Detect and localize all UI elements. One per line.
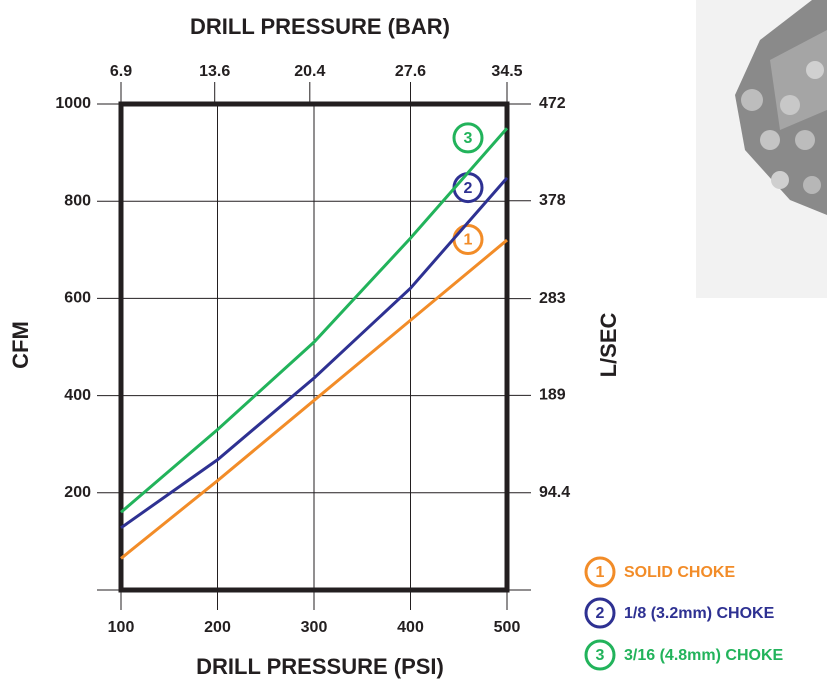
x-tick-label: 400 <box>397 619 424 636</box>
y2-tick-label: 472 <box>539 95 566 112</box>
x2-tick-label: 13.6 <box>199 63 230 80</box>
series-line <box>120 238 508 560</box>
legend-label: 3/16 (4.8mm) CHOKE <box>624 647 783 664</box>
series-line <box>120 176 509 530</box>
series-line <box>120 127 509 514</box>
y2-tick-label: 94.4 <box>539 484 570 501</box>
y2-tick-label: 189 <box>539 387 566 404</box>
legend-label: SOLID CHOKE <box>624 564 735 581</box>
y-tick-label: 800 <box>64 192 91 209</box>
curve-marker-label: 2 <box>464 180 473 197</box>
x2-tick-label: 34.5 <box>491 63 522 80</box>
legend-marker-label: 2 <box>596 605 605 622</box>
legend-label: 1/8 (3.2mm) CHOKE <box>624 605 775 622</box>
legend-marker-label: 3 <box>596 647 605 664</box>
y-tick-label: 400 <box>64 387 91 404</box>
x-tick-label: 200 <box>204 619 231 636</box>
curve-marker <box>452 122 484 154</box>
x-tick-label: 300 <box>301 619 328 636</box>
y-axis-title: CFM <box>8 321 33 369</box>
x-tick-label: 500 <box>494 619 521 636</box>
drill-bit-photo <box>696 0 827 298</box>
x2-tick-label: 20.4 <box>294 63 325 80</box>
y2-axis-title: L/SEC <box>596 313 621 378</box>
y2-tick-label: 283 <box>539 290 566 307</box>
x2-tick-label: 6.9 <box>110 63 132 80</box>
curve-marker-label: 1 <box>464 232 473 249</box>
y-tick-label: 600 <box>64 290 91 307</box>
curve-marker-label: 3 <box>464 130 473 147</box>
y-tick-label: 1000 <box>55 95 91 112</box>
y-tick-label: 200 <box>64 484 91 501</box>
plot-frame <box>118 101 510 593</box>
x2-tick-label: 27.6 <box>395 63 426 80</box>
legend-marker <box>584 597 616 629</box>
x-tick-label: 100 <box>108 619 135 636</box>
legend-marker <box>584 556 616 588</box>
x-axis-title: DRILL PRESSURE (PSI) <box>196 654 444 679</box>
legend-marker <box>584 639 616 671</box>
legend-marker-label: 1 <box>596 564 605 581</box>
y2-tick-label: 378 <box>539 192 566 209</box>
chart-title: DRILL PRESSURE (BAR) <box>190 14 450 39</box>
